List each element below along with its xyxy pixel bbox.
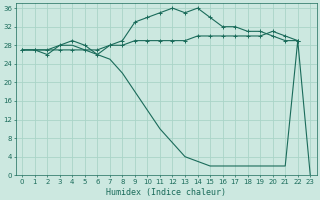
X-axis label: Humidex (Indice chaleur): Humidex (Indice chaleur) [106,188,226,197]
